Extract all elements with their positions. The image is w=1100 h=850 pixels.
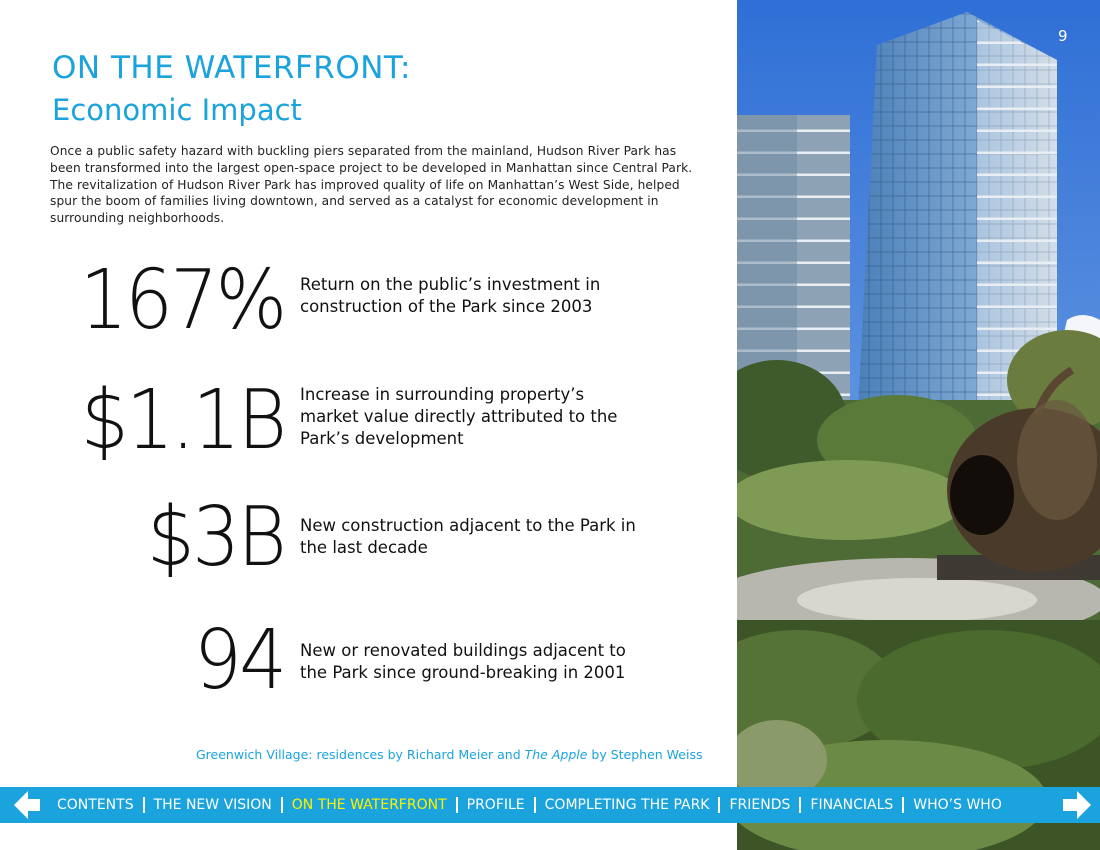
nav-item[interactable]: COMPLETING THE PARK	[544, 797, 710, 813]
nav-item[interactable]: ON THE WATERFRONT	[291, 797, 447, 813]
subtitle: Economic Impact	[52, 93, 302, 127]
next-arrow[interactable]	[1055, 787, 1095, 823]
nav-separator	[455, 797, 458, 813]
photo-caption: Greenwich Village: residences by Richard…	[196, 747, 703, 762]
stat-text: Increase in surrounding property’s marke…	[300, 385, 618, 448]
nav-separator	[142, 797, 145, 813]
stat-text: New construction adjacent to the Park in…	[300, 516, 636, 557]
nav-separator	[280, 797, 283, 813]
nav-item[interactable]: FRIENDS	[729, 797, 791, 813]
nav-separator	[718, 797, 721, 813]
next-arrow-shape[interactable]	[1063, 791, 1091, 819]
stat-value: $3B	[146, 490, 287, 585]
nav-bar: CONTENTS THE NEW VISION ON THE WATERFRONT P…	[0, 787, 1100, 823]
nav-item[interactable]: THE NEW VISION	[153, 797, 272, 813]
nav-item[interactable]: FINANCIALS	[810, 797, 894, 813]
nav-item[interactable]: CONTENTS	[57, 797, 134, 813]
stat-text: Return on the public’s investment in con…	[300, 275, 601, 316]
caption-text: Greenwich Village: residences by Richard…	[196, 747, 525, 762]
intro-paragraph: Once a public safety hazard with bucklin…	[50, 144, 693, 226]
stat-value: 94	[193, 613, 287, 708]
stat: 94 New or renovated buildings adjacent to…	[0, 618, 720, 718]
prev-arrow[interactable]	[10, 787, 50, 823]
caption-italic: The Apple	[524, 747, 588, 762]
nav-item[interactable]: PROFILE	[466, 797, 525, 813]
stat-value: 167%	[79, 253, 286, 348]
stat-value: $1.1B	[80, 373, 286, 468]
photo	[737, 0, 1100, 850]
title: ON THE WATERFRONT:	[52, 50, 411, 86]
stat: 167% Return on the public’s investment in…	[0, 258, 720, 358]
nav-items: CONTENTS THE NEW VISION ON THE WATERFRONT P…	[48, 787, 1011, 823]
stat: $3B New construction adjacent to the Park…	[0, 495, 720, 595]
nav-item[interactable]: WHO’S WHO	[913, 797, 1002, 813]
nav-separator	[799, 797, 802, 813]
stat: $1.1B Increase in surrounding property’s …	[0, 378, 720, 478]
caption-text: by Stephen Weiss	[587, 747, 703, 762]
nav-separator	[533, 797, 536, 813]
page-number: 9	[1058, 27, 1068, 45]
prev-arrow-shape[interactable]	[14, 791, 40, 819]
nav-separator	[902, 797, 905, 813]
stat-text: New or renovated buildings adjacent to t…	[300, 641, 626, 682]
